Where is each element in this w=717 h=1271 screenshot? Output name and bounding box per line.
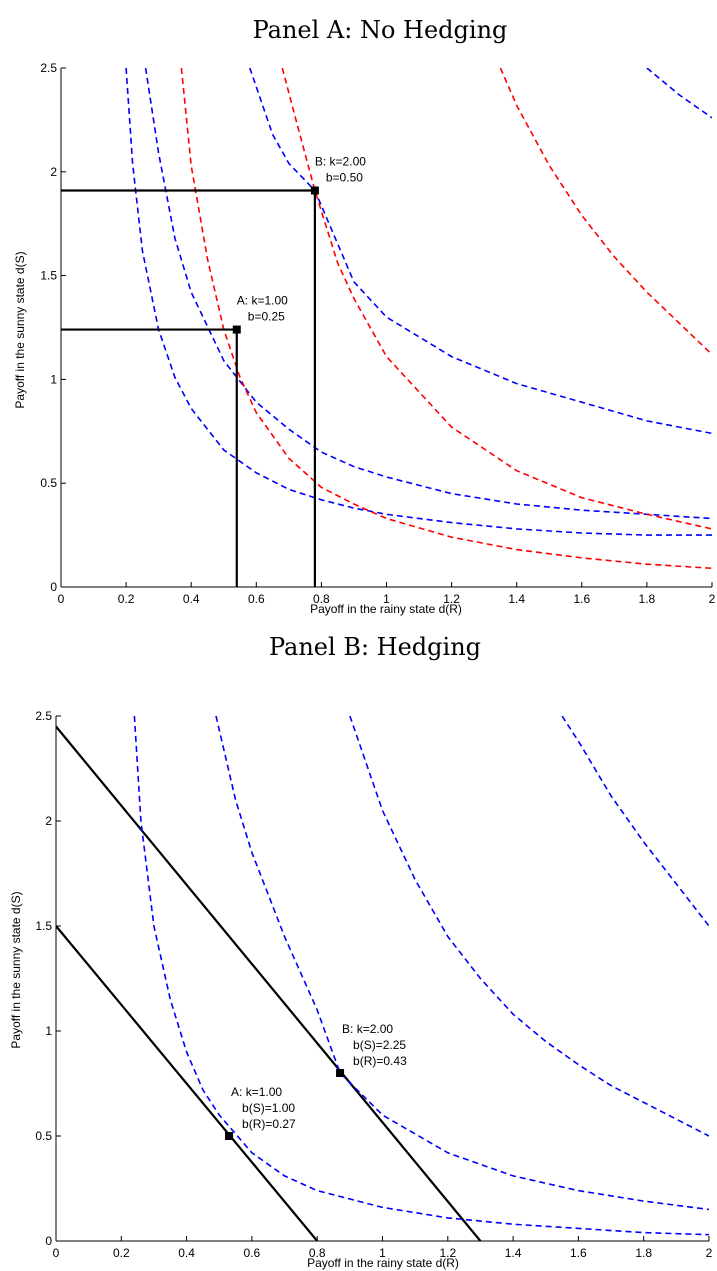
panel-a-y-tick-label: 0 — [50, 580, 57, 594]
panel-a-y-tick-label: 2 — [50, 165, 57, 179]
panel-a-x-tick-label: 0.6 — [248, 592, 265, 606]
panel-a-blue-curve — [125, 68, 712, 536]
panel-a-red-curve — [281, 68, 712, 530]
panel-b-plot: 0 0.2 0.4 0.6 0.8 1 1.2 1.4 1.6 1.8 2 0 0.5 1 1.5 2 2.5 A… — [35, 709, 712, 1260]
panel-b-point-label: b(R)=0.43 — [353, 1054, 407, 1068]
panel-b-y-tick-label: 0 — [45, 1234, 52, 1248]
panel-a-red-curve — [180, 68, 712, 570]
panel-a-x-tick-label: 1.2 — [443, 592, 460, 606]
panel-a-point-marker — [310, 186, 319, 195]
panel-b-budget-line — [56, 925, 319, 1241]
panel-a-x-axis-label: Payoff in the rainy state d(R) — [310, 602, 462, 616]
panel-a-x-tick-label: 1 — [383, 592, 390, 606]
panel-b-x-tick-label: 0.2 — [113, 1246, 130, 1260]
panel-a-point-label: b=0.25 — [248, 310, 285, 324]
panel-b-y-axis-label: Payoff in the sunny state d(S) — [9, 891, 23, 1048]
panel-a-y-tick-label: 0.5 — [40, 476, 57, 490]
panel-b-point-label: b(R)=0.27 — [242, 1117, 296, 1131]
panel-a-plot: 0 0.2 0.4 0.6 0.8 1 1.2 1.4 1.6 1.8 2 0 0.5 1 1.5 2 2.5 A… — [40, 61, 715, 606]
panel-b-budget-line — [56, 725, 482, 1241]
panel-a-point-label: b=0.50 — [326, 170, 363, 184]
panel-b-x-tick-label: 0.6 — [244, 1246, 261, 1260]
panel-a-x-tick-label: 0.4 — [183, 592, 200, 606]
panel-a-y-tick-label: 1.5 — [40, 269, 57, 283]
panel-b-blue-curve — [561, 716, 709, 927]
panel-b-x-tick-label: 1.8 — [635, 1246, 652, 1260]
panel-a-red-curve — [499, 68, 712, 356]
panel-b-point-label: b(S)=1.00 — [242, 1101, 295, 1115]
panel-b-x-tick-label: 1.2 — [439, 1246, 456, 1260]
panel-a-point-label: A: k=1.00 — [237, 294, 288, 308]
panel-a-blue-curve — [249, 68, 712, 435]
panel-b-x-tick-label: 1 — [379, 1246, 386, 1260]
panel-b: Panel B: Hedging Payoff in the rainy sta… — [9, 633, 713, 1270]
panel-a-point-marker — [232, 325, 241, 334]
panel-a-blue-curve — [144, 68, 712, 520]
panel-b-title: Panel B: Hedging — [269, 633, 481, 661]
panel-b-series-group — [56, 716, 709, 1241]
panel-a-blue-curve — [646, 68, 712, 119]
panel-a-y-axis-label: Payoff in the sunny state d(S) — [13, 251, 27, 408]
panel-b-y-tick-label: 1.5 — [35, 919, 52, 933]
panel-a-series-group — [125, 68, 712, 570]
panel-b-y-tick-label: 2.5 — [35, 709, 52, 723]
panel-b-blue-curve — [349, 716, 709, 1137]
panel-b-blue-curve — [215, 716, 709, 1211]
panel-b-blue-curve — [133, 716, 709, 1236]
panel-b-x-tick-label: 1.6 — [570, 1246, 587, 1260]
panel-b-point-label: b(S)=2.25 — [353, 1038, 406, 1052]
panel-a-x-tick-label: 1.4 — [508, 592, 525, 606]
panel-b-y-tick-label: 2 — [45, 814, 52, 828]
panel-b-x-tick-label: 2 — [706, 1246, 713, 1260]
panel-b-x-tick-label: 0.8 — [309, 1246, 326, 1260]
panel-b-x-axis-label: Payoff in the rainy state d(R) — [307, 1256, 459, 1270]
panel-b-point-marker — [225, 1132, 234, 1140]
panel-a-x-tick-label: 0.2 — [118, 592, 135, 606]
panel-b-x-tick-label: 0.4 — [178, 1246, 195, 1260]
panel-b-y-tick-label: 0.5 — [35, 1129, 52, 1143]
panel-b-point-label: A: k=1.00 — [231, 1085, 282, 1099]
panel-a-x-tick-label: 0.8 — [313, 592, 330, 606]
panel-b-y-tick-label: 1 — [45, 1024, 52, 1038]
panel-a-x-tick-label: 0 — [58, 592, 65, 606]
panel-a-x-tick-label: 2 — [709, 592, 716, 606]
panel-a-y-tick-label: 1 — [50, 372, 57, 386]
panel-b-x-tick-label: 1.4 — [505, 1246, 522, 1260]
panel-a-point-label: B: k=2.00 — [315, 154, 366, 168]
panel-b-point-label: B: k=2.00 — [342, 1022, 393, 1036]
panel-a: Panel A: No Hedging Payoff in the rainy … — [13, 16, 716, 616]
panel-a-y-tick-label: 2.5 — [40, 61, 57, 75]
panel-b-x-tick-label: 0 — [53, 1246, 60, 1260]
panel-a-title: Panel A: No Hedging — [253, 16, 508, 44]
panel-a-x-tick-label: 1.8 — [639, 592, 656, 606]
panel-b-point-marker — [336, 1069, 345, 1077]
panel-a-x-tick-label: 1.6 — [573, 592, 590, 606]
